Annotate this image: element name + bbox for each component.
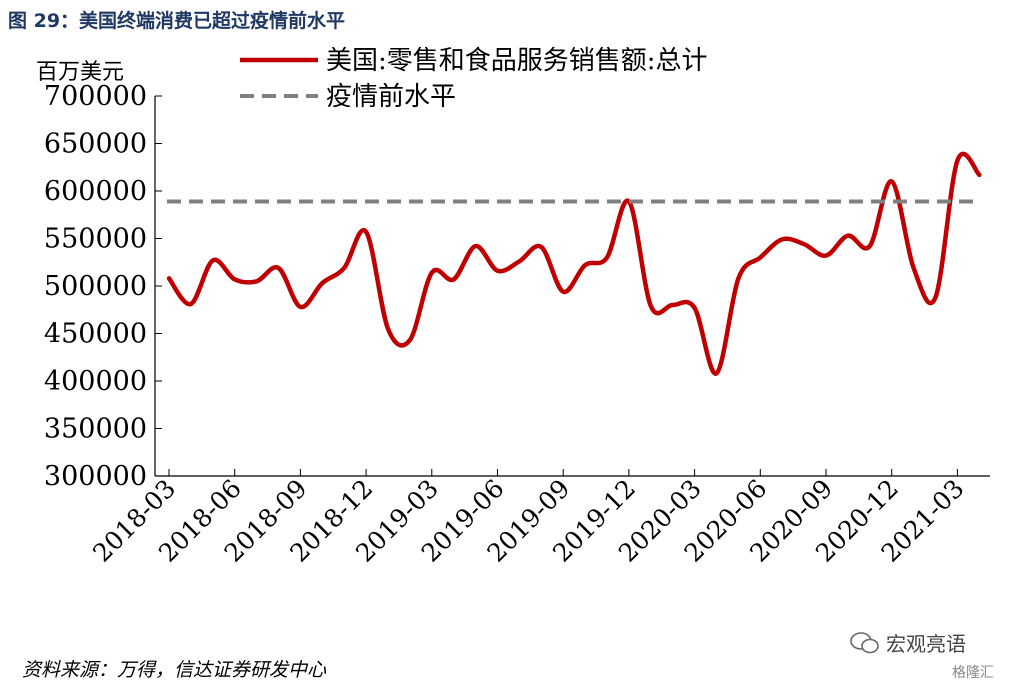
legend-label-pre-pandemic-level: 疫情前水平 xyxy=(326,82,456,112)
y-tick-label: 550000 xyxy=(44,224,147,255)
wechat-icon xyxy=(850,631,879,653)
y-tick-label: 300000 xyxy=(44,461,147,492)
figure-title: 图 29：美国终端消费已超过疫情前水平 xyxy=(8,10,346,32)
x-axis-ticks: 2018-032018-062018-092018-122019-032019-… xyxy=(87,469,970,568)
y-tick-label: 400000 xyxy=(44,366,147,397)
wechat-watermark: 宏观亮语 xyxy=(850,628,966,657)
y-tick-label: 350000 xyxy=(44,414,147,445)
y-tick-label: 700000 xyxy=(44,81,147,112)
y-tick-label: 500000 xyxy=(44,271,147,302)
watermark-text: 宏观亮语 xyxy=(886,632,966,656)
y-axis-unit-label: 百万美元 xyxy=(36,60,125,85)
series-line-retail-sales xyxy=(166,151,982,376)
y-axis-ticks: 700000 650000 600000 550000 500000 450000 4000… xyxy=(44,81,162,492)
legend-label-retail-sales: 美国:零售和食品服务销售额:总计 xyxy=(326,46,708,76)
y-tick-label: 450000 xyxy=(44,319,147,350)
source-note: 资料来源：万得，信达证券研发中心 xyxy=(22,659,327,681)
chart-series xyxy=(166,151,982,376)
gelonghui-badge: 格隆汇 xyxy=(952,665,994,681)
y-tick-label: 600000 xyxy=(44,176,147,207)
y-tick-label: 650000 xyxy=(44,129,147,160)
